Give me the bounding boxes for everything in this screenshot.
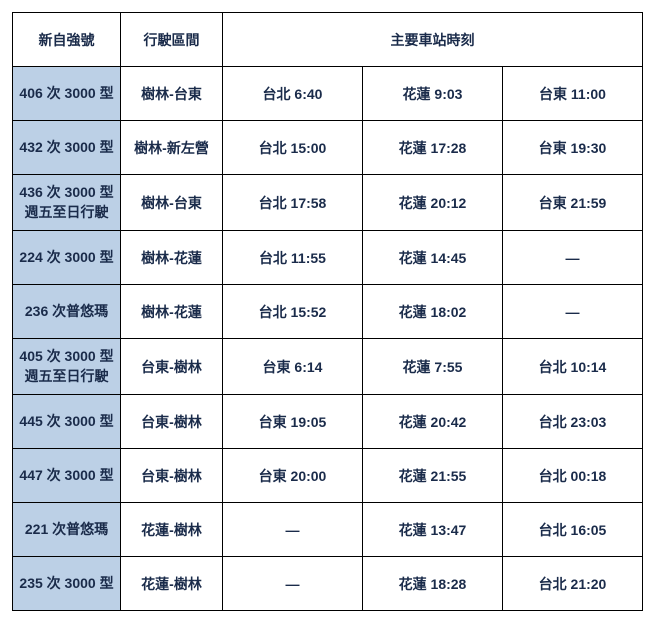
train-line1: 436 次 3000 型 — [17, 183, 116, 203]
cell-section: 樹林-花蓮 — [121, 231, 223, 285]
train-line2: 週五至日行駛 — [17, 367, 116, 387]
table-row: 447 次 3000 型台東-樹林台東 20:00花蓮 21:55台北 00:1… — [13, 449, 643, 503]
cell-section: 花蓮-樹林 — [121, 503, 223, 557]
cell-station-time: 台北 21:20 — [503, 557, 643, 611]
cell-train: 221 次普悠瑪 — [13, 503, 121, 557]
cell-station-time: 台東 6:14 — [223, 339, 363, 395]
cell-station-time: — — [223, 557, 363, 611]
cell-train: 405 次 3000 型週五至日行駛 — [13, 339, 121, 395]
cell-train: 447 次 3000 型 — [13, 449, 121, 503]
table-row: 235 次 3000 型花蓮-樹林—花蓮 18:28台北 21:20 — [13, 557, 643, 611]
train-line2: 週五至日行駛 — [17, 203, 116, 223]
cell-station-time: 台東 19:05 — [223, 395, 363, 449]
cell-station-time: 花蓮 17:28 — [363, 121, 503, 175]
cell-station-time: 台北 00:18 — [503, 449, 643, 503]
cell-section: 樹林-台東 — [121, 175, 223, 231]
cell-station-time: — — [223, 503, 363, 557]
train-line1: 236 次普悠瑪 — [17, 302, 116, 322]
cell-train: 236 次普悠瑪 — [13, 285, 121, 339]
train-line1: 445 次 3000 型 — [17, 412, 116, 432]
cell-station-time: — — [503, 231, 643, 285]
cell-section: 樹林-花蓮 — [121, 285, 223, 339]
table-row: 406 次 3000 型樹林-台東台北 6:40花蓮 9:03台東 11:00 — [13, 67, 643, 121]
cell-section: 台東-樹林 — [121, 449, 223, 503]
cell-station-time: 台東 21:59 — [503, 175, 643, 231]
cell-station-time: — — [503, 285, 643, 339]
table-row: 224 次 3000 型樹林-花蓮台北 11:55花蓮 14:45— — [13, 231, 643, 285]
table-row: 236 次普悠瑪樹林-花蓮台北 15:52花蓮 18:02— — [13, 285, 643, 339]
train-line1: 432 次 3000 型 — [17, 138, 116, 158]
table-row: 221 次普悠瑪花蓮-樹林—花蓮 13:47台北 16:05 — [13, 503, 643, 557]
train-line1: 224 次 3000 型 — [17, 248, 116, 268]
cell-station-time: 花蓮 18:28 — [363, 557, 503, 611]
table-row: 445 次 3000 型台東-樹林台東 19:05花蓮 20:42台北 23:0… — [13, 395, 643, 449]
cell-station-time: 台東 11:00 — [503, 67, 643, 121]
header-section: 行駛區間 — [121, 13, 223, 67]
table-row: 405 次 3000 型週五至日行駛台東-樹林台東 6:14花蓮 7:55台北 … — [13, 339, 643, 395]
cell-station-time: 台北 11:55 — [223, 231, 363, 285]
cell-station-time: 花蓮 21:55 — [363, 449, 503, 503]
cell-train: 445 次 3000 型 — [13, 395, 121, 449]
cell-station-time: 台北 23:03 — [503, 395, 643, 449]
table-row: 436 次 3000 型週五至日行駛樹林-台東台北 17:58花蓮 20:12台… — [13, 175, 643, 231]
train-line1: 447 次 3000 型 — [17, 466, 116, 486]
cell-station-time: 台北 16:05 — [503, 503, 643, 557]
cell-train: 406 次 3000 型 — [13, 67, 121, 121]
cell-station-time: 台北 10:14 — [503, 339, 643, 395]
train-line1: 406 次 3000 型 — [17, 84, 116, 104]
table-row: 432 次 3000 型樹林-新左營台北 15:00花蓮 17:28台東 19:… — [13, 121, 643, 175]
cell-station-time: 花蓮 18:02 — [363, 285, 503, 339]
cell-station-time: 台北 17:58 — [223, 175, 363, 231]
cell-section: 樹林-台東 — [121, 67, 223, 121]
cell-station-time: 花蓮 9:03 — [363, 67, 503, 121]
cell-train: 436 次 3000 型週五至日行駛 — [13, 175, 121, 231]
table-header-row: 新自強號 行駛區間 主要車站時刻 — [13, 13, 643, 67]
cell-train: 235 次 3000 型 — [13, 557, 121, 611]
cell-station-time: 花蓮 7:55 — [363, 339, 503, 395]
cell-station-time: 台北 15:00 — [223, 121, 363, 175]
cell-station-time: 花蓮 20:42 — [363, 395, 503, 449]
cell-train: 224 次 3000 型 — [13, 231, 121, 285]
cell-section: 台東-樹林 — [121, 339, 223, 395]
cell-section: 花蓮-樹林 — [121, 557, 223, 611]
train-line1: 405 次 3000 型 — [17, 347, 116, 367]
cell-station-time: 台東 20:00 — [223, 449, 363, 503]
train-line1: 221 次普悠瑪 — [17, 520, 116, 540]
cell-section: 樹林-新左營 — [121, 121, 223, 175]
train-line1: 235 次 3000 型 — [17, 574, 116, 594]
cell-station-time: 花蓮 20:12 — [363, 175, 503, 231]
cell-station-time: 台東 19:30 — [503, 121, 643, 175]
cell-station-time: 台北 15:52 — [223, 285, 363, 339]
cell-station-time: 花蓮 14:45 — [363, 231, 503, 285]
header-train: 新自強號 — [13, 13, 121, 67]
cell-station-time: 台北 6:40 — [223, 67, 363, 121]
cell-station-time: 花蓮 13:47 — [363, 503, 503, 557]
header-stations: 主要車站時刻 — [223, 13, 643, 67]
cell-section: 台東-樹林 — [121, 395, 223, 449]
train-schedule-table: 新自強號 行駛區間 主要車站時刻 406 次 3000 型樹林-台東台北 6:4… — [12, 12, 643, 611]
cell-train: 432 次 3000 型 — [13, 121, 121, 175]
